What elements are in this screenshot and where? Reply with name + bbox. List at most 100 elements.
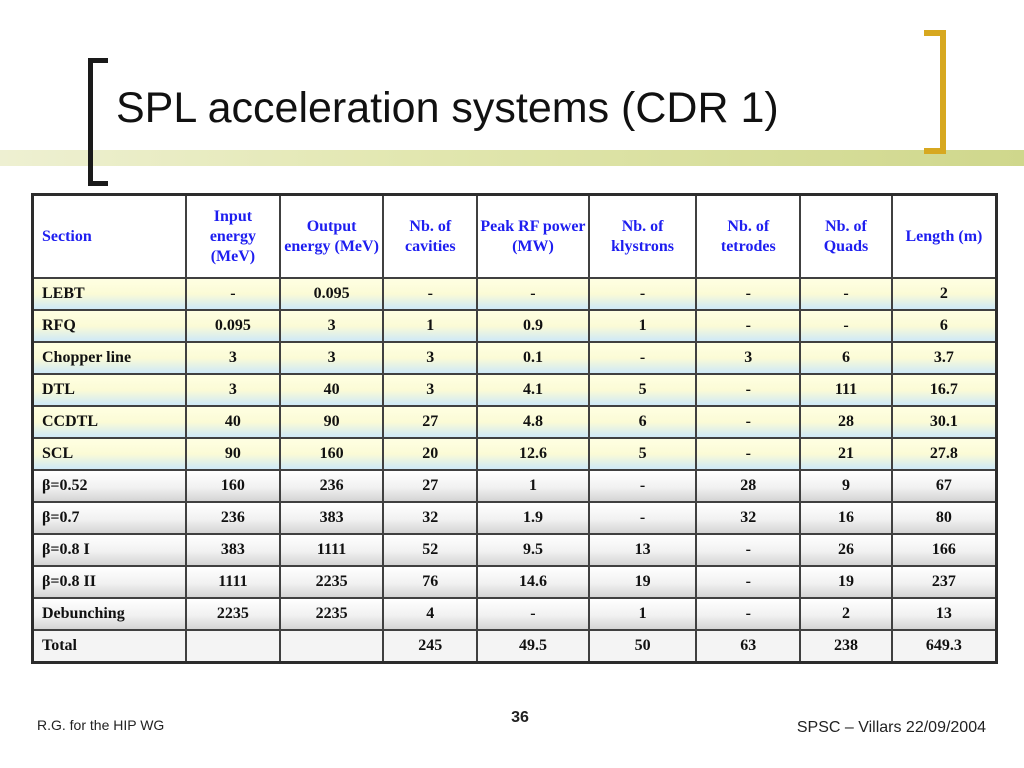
cell-tetrodes: - — [695, 565, 802, 599]
cell-length: 16.7 — [890, 373, 998, 407]
cell-length: 13 — [890, 597, 998, 631]
cell-input-energy: 383 — [185, 533, 281, 567]
table-row: DTL 3 40 3 4.1 5 - 111 16.7 — [31, 373, 998, 407]
cell-quads: 16 — [799, 501, 893, 535]
slide-title: SPL acceleration systems (CDR 1) — [116, 84, 779, 132]
cell-klystrons: - — [587, 501, 698, 535]
cell-peak-rf: 9.5 — [476, 533, 590, 567]
cell-klystrons: 5 — [587, 437, 698, 471]
row-section: β=0.8 II — [31, 565, 188, 599]
cell-output-energy: 2235 — [278, 597, 385, 631]
cell-quads: 19 — [799, 565, 893, 599]
total-input-energy — [185, 629, 281, 664]
cell-quads: 2 — [799, 597, 893, 631]
cell-klystrons: 5 — [587, 373, 698, 407]
cell-output-energy: 236 — [278, 469, 385, 503]
left-bracket-decoration — [88, 58, 108, 186]
cell-tetrodes: - — [695, 373, 802, 407]
table-row: β=0.8 II 1111 2235 76 14.6 19 - 19 237 — [31, 565, 998, 599]
total-cavities: 245 — [382, 629, 479, 664]
header-section: Section — [31, 193, 188, 279]
cell-length: 2 — [890, 277, 998, 311]
header-nb-cavities: Nb. of cavities — [382, 193, 479, 279]
cell-klystrons: - — [587, 277, 698, 311]
cell-length: 3.7 — [890, 341, 998, 375]
cell-quads: - — [799, 277, 893, 311]
table-row: Debunching 2235 2235 4 - 1 - 2 13 — [31, 597, 998, 631]
cell-tetrodes: - — [695, 597, 802, 631]
row-section: RFQ — [31, 309, 188, 343]
cell-cavities: 76 — [382, 565, 479, 599]
cell-peak-rf: 4.8 — [476, 405, 590, 439]
cell-peak-rf: 0.9 — [476, 309, 590, 343]
page-number: 36 — [511, 709, 529, 726]
cell-output-energy: 40 — [278, 373, 385, 407]
total-length: 649.3 — [890, 629, 998, 664]
cell-input-energy: - — [185, 277, 281, 311]
row-section: β=0.52 — [31, 469, 188, 503]
cell-input-energy: 40 — [185, 405, 281, 439]
cell-peak-rf: 1 — [476, 469, 590, 503]
table-row: SCL 90 160 20 12.6 5 - 21 27.8 — [31, 437, 998, 471]
total-klystrons: 50 — [587, 629, 698, 664]
cell-klystrons: - — [587, 341, 698, 375]
table-row: β=0.7 236 383 32 1.9 - 32 16 80 — [31, 501, 998, 535]
row-section: SCL — [31, 437, 188, 471]
total-peak-rf: 49.5 — [476, 629, 590, 664]
cell-klystrons: 13 — [587, 533, 698, 567]
footer-author: R.G. for the HIP WG — [37, 717, 165, 733]
footer-event-date: SPSC – Villars 22/09/2004 — [796, 719, 986, 736]
cell-quads: 9 — [799, 469, 893, 503]
cell-output-energy: 90 — [278, 405, 385, 439]
table-row: β=0.52 160 236 27 1 - 28 9 67 — [31, 469, 998, 503]
row-section: β=0.8 I — [31, 533, 188, 567]
cell-input-energy: 3 — [185, 341, 281, 375]
cell-quads: 111 — [799, 373, 893, 407]
cell-cavities: 32 — [382, 501, 479, 535]
cell-cavities: - — [382, 277, 479, 311]
cell-output-energy: 3 — [278, 309, 385, 343]
cell-length: 30.1 — [890, 405, 998, 439]
header-input-energy: Input energy (MeV) — [185, 193, 281, 279]
cell-klystrons: 19 — [587, 565, 698, 599]
table-row: Chopper line 3 3 3 0.1 - 3 6 3.7 — [31, 341, 998, 375]
cell-cavities: 3 — [382, 373, 479, 407]
total-tetrodes: 63 — [695, 629, 802, 664]
title-accent-bar — [0, 150, 1024, 166]
total-output-energy — [278, 629, 385, 664]
cell-cavities: 27 — [382, 469, 479, 503]
cell-input-energy: 236 — [185, 501, 281, 535]
cell-peak-rf: 14.6 — [476, 565, 590, 599]
cell-output-energy: 3 — [278, 341, 385, 375]
cell-input-energy: 3 — [185, 373, 281, 407]
cell-input-energy: 90 — [185, 437, 281, 471]
cell-output-energy: 383 — [278, 501, 385, 535]
cell-cavities: 27 — [382, 405, 479, 439]
cell-cavities: 1 — [382, 309, 479, 343]
cell-peak-rf: - — [476, 597, 590, 631]
cell-quads: 6 — [799, 341, 893, 375]
cell-cavities: 4 — [382, 597, 479, 631]
table-row: CCDTL 40 90 27 4.8 6 - 28 30.1 — [31, 405, 998, 439]
row-section: Debunching — [31, 597, 188, 631]
table-header-row: Section Input energy (MeV) Output energy… — [31, 193, 998, 279]
cell-length: 67 — [890, 469, 998, 503]
cell-klystrons: 1 — [587, 597, 698, 631]
cell-cavities: 20 — [382, 437, 479, 471]
right-bracket-decoration — [924, 30, 946, 154]
total-label: Total — [31, 629, 188, 664]
header-peak-rf-power: Peak RF power (MW) — [476, 193, 590, 279]
cell-peak-rf: - — [476, 277, 590, 311]
cell-tetrodes: - — [695, 533, 802, 567]
header-output-energy: Output energy (MeV) — [278, 193, 385, 279]
total-quads: 238 — [799, 629, 893, 664]
acceleration-systems-table: Section Input energy (MeV) Output energy… — [31, 193, 998, 664]
cell-peak-rf: 4.1 — [476, 373, 590, 407]
row-section: CCDTL — [31, 405, 188, 439]
row-section: β=0.7 — [31, 501, 188, 535]
cell-length: 166 — [890, 533, 998, 567]
cell-tetrodes: - — [695, 405, 802, 439]
cell-tetrodes: 3 — [695, 341, 802, 375]
row-section: Chopper line — [31, 341, 188, 375]
cell-input-energy: 1111 — [185, 565, 281, 599]
